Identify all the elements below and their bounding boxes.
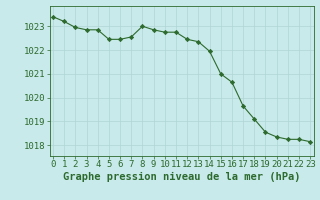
- X-axis label: Graphe pression niveau de la mer (hPa): Graphe pression niveau de la mer (hPa): [63, 172, 300, 182]
